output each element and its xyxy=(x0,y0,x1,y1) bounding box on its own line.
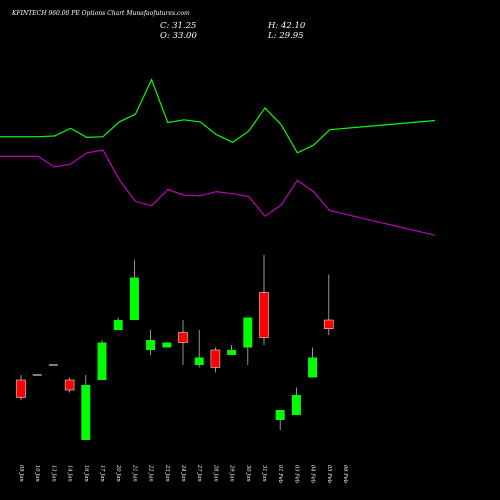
indicator-panel xyxy=(0,78,436,236)
x-tick-label: 31 Jan xyxy=(261,465,267,482)
candle xyxy=(243,317,253,365)
candles-panel xyxy=(16,255,334,440)
candle-body xyxy=(275,410,285,420)
candle xyxy=(97,340,107,380)
x-tick-label: 29 Jan xyxy=(229,464,235,482)
candle xyxy=(16,375,26,400)
x-tick-label: 28 Jan xyxy=(212,464,218,482)
x-tick-label: 01 Feb xyxy=(277,465,283,483)
candle-body xyxy=(291,395,301,415)
candle-body xyxy=(227,350,237,355)
low-readout: L: 29.95 xyxy=(268,31,304,41)
candle-body xyxy=(194,357,204,365)
x-tick-label: 09 Jan xyxy=(18,465,24,482)
x-tick-label: 13 Jan xyxy=(50,465,56,482)
candle xyxy=(227,345,237,355)
x-tick-label: 21 Jan xyxy=(131,464,137,482)
x-tick-label: 03 Feb xyxy=(293,465,299,483)
candle-body xyxy=(162,342,172,348)
candle xyxy=(308,347,318,378)
x-tick-label: 04 Feb xyxy=(310,465,316,483)
candle xyxy=(194,330,204,368)
indicator-line-1 xyxy=(0,78,436,154)
indicator-line-2 xyxy=(0,149,436,236)
candle-body xyxy=(210,349,221,368)
candle-body xyxy=(16,379,26,398)
candle xyxy=(129,260,139,320)
candle-body xyxy=(178,332,188,343)
candle xyxy=(162,342,172,348)
candle xyxy=(178,320,188,365)
candle-body xyxy=(146,340,156,350)
x-tick-label: 05 Feb xyxy=(326,465,332,483)
candle-body xyxy=(308,357,318,378)
x-tick-label: 27 Jan xyxy=(196,464,202,482)
candle-body xyxy=(259,292,269,338)
candle-body xyxy=(129,277,139,320)
high-readout: H: 42.10 xyxy=(268,21,306,31)
chart-title: KFINTECH 960.00 PE Options Chart Munafao… xyxy=(12,10,190,17)
open-readout: O: 33.00 xyxy=(160,31,197,41)
candle xyxy=(275,410,285,430)
x-tick-label: 24 Jan xyxy=(180,464,186,482)
candle-body xyxy=(243,317,253,348)
x-tick-label: 10 Jan xyxy=(34,465,40,482)
x-tick-label: 14 Jan xyxy=(67,465,73,482)
candle xyxy=(146,330,156,355)
x-tick-label: 23 Jan xyxy=(164,464,170,482)
candle xyxy=(81,375,91,440)
x-tick-label: 06 Feb xyxy=(342,465,348,483)
candle xyxy=(324,274,334,336)
candle-body xyxy=(97,342,107,380)
close-readout: C: 31.25 xyxy=(160,21,197,31)
x-tick-label: 30 Jan xyxy=(245,465,251,482)
candle-body xyxy=(81,385,91,440)
candle xyxy=(291,387,301,415)
x-tick-label: 16 Jan xyxy=(83,465,89,482)
x-axis: 09 Jan 10 Jan 13 Jan 14 Jan 16 Jan 17 Jan 20 J… xyxy=(18,464,348,483)
candle xyxy=(259,255,269,345)
candle xyxy=(64,377,75,393)
candle xyxy=(113,317,123,330)
candle-body xyxy=(113,320,123,330)
x-tick-label: 17 Jan xyxy=(99,465,105,482)
candle xyxy=(210,347,221,373)
x-tick-label: 22 Jan xyxy=(148,464,154,482)
candle-body xyxy=(324,319,334,329)
candle-body xyxy=(64,379,75,391)
x-tick-label: 20 Jan xyxy=(115,464,121,482)
